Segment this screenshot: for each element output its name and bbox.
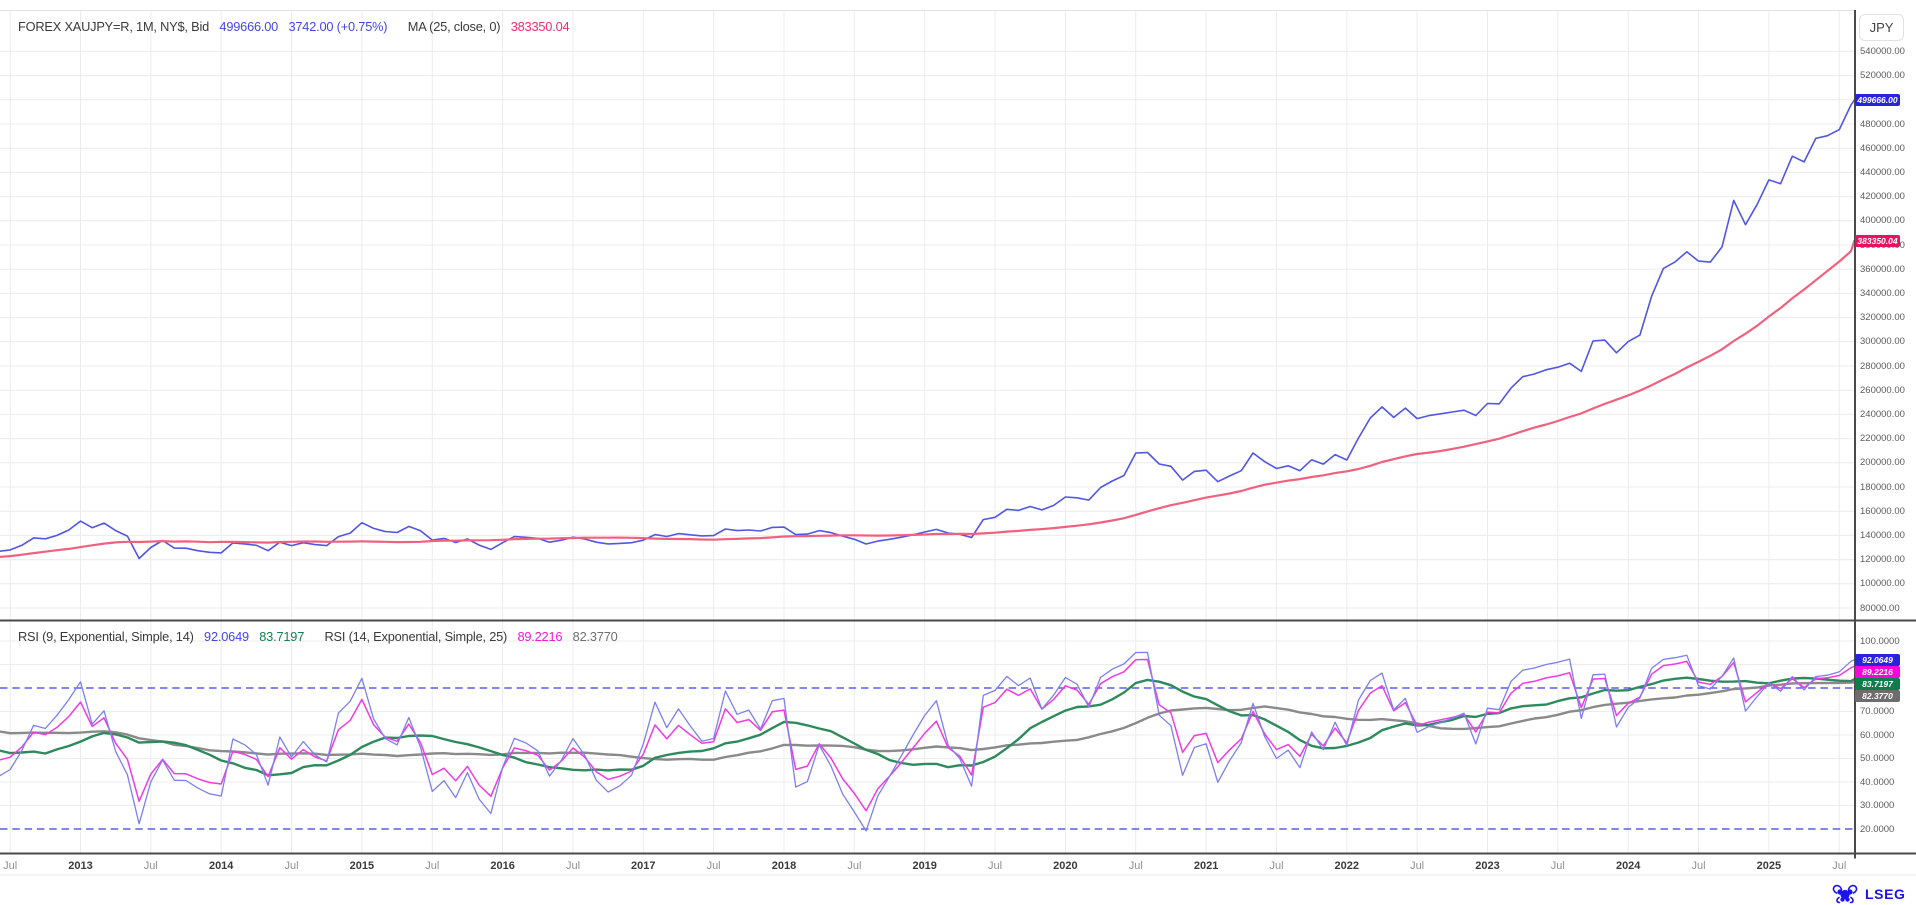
price-tick-label: 120000.00 [1860, 554, 1905, 566]
time-tick-label: 2019 [912, 860, 937, 872]
price-tick-label: 280000.00 [1860, 360, 1905, 372]
time-tick-label: 2018 [771, 860, 797, 872]
rsi2-ma-value: 82.3770 [572, 628, 618, 644]
instrument-title: FOREX XAUJPY=R, 1M, NY$, Bid [18, 18, 210, 34]
lseg-crest-icon [1832, 884, 1858, 904]
axis-value-badge: 383350.04 [1855, 234, 1900, 247]
price-tick-label: 160000.00 [1860, 505, 1905, 517]
lseg-crest-swirl [1836, 896, 1841, 904]
lseg-crest-swirl [1832, 884, 1843, 894]
time-tick-label: Jul [565, 860, 581, 872]
rsi-tick-label: 30.0000 [1860, 800, 1895, 811]
rsi-tick-label: 70.0000 [1860, 706, 1895, 717]
rsi1-ma-value: 83.7197 [259, 628, 305, 644]
lseg-crest-blob [1840, 889, 1850, 900]
rsi14-line[interactable] [0, 658, 1856, 812]
lseg-crest-swirl [1847, 884, 1858, 894]
rsi9-line[interactable] [0, 651, 1855, 832]
ma-indicator-label: MA (25, close, 0) [407, 18, 501, 34]
price-tick-label: 480000.00 [1860, 118, 1905, 130]
time-tick-label: 2024 [1615, 860, 1641, 872]
rsi-tick-label: 20.0000 [1860, 823, 1895, 835]
price-tick-label: 460000.00 [1860, 142, 1905, 154]
time-tick-label: 2013 [68, 860, 93, 872]
price-tick-label: 240000.00 [1860, 408, 1905, 420]
price-tick-label: 440000.00 [1860, 166, 1905, 178]
time-tick-label: 2016 [490, 860, 515, 872]
rsi2-label: RSI (14, Exponential, Simple, 25) [324, 628, 508, 644]
lseg-crest-swirl [1849, 896, 1854, 904]
rsi1-value: 92.0649 [204, 628, 249, 644]
time-tick-label: 2015 [349, 860, 375, 872]
time-tick-label: Jul [1269, 860, 1284, 872]
lseg-crest-blob [1837, 889, 1843, 895]
rsi1-label: RSI (9, Exponential, Simple, 14) [18, 628, 194, 644]
rsi-tick-label: 50.0000 [1860, 753, 1895, 764]
time-tick-label: Jul [987, 860, 1003, 872]
price-axis-line [1854, 10, 1856, 859]
price-tick-label: 540000.00 [1860, 45, 1905, 57]
price-tick-label: 520000.00 [1860, 70, 1905, 82]
axis-value-badge: 89.2216 [1855, 665, 1900, 678]
axis-value-badge: 92.0649 [1855, 653, 1900, 666]
price-tick-label: 80000.00 [1860, 602, 1900, 614]
axis-value-badge: 82.3770 [1855, 689, 1900, 702]
lseg-brand-text: LSEG [1865, 886, 1906, 902]
rsi-tick-label: 100.0000 [1860, 635, 1900, 647]
rsi-tick-label: 40.0000 [1860, 776, 1895, 788]
lseg-crest-blob [1845, 897, 1850, 902]
time-tick-label: Jul [425, 860, 440, 872]
price-tick-label: 200000.00 [1860, 457, 1905, 469]
rsi-legend[interactable]: RSI (9, Exponential, Simple, 14) 92.0649… [18, 629, 625, 644]
lseg-watermark: LSEG [1830, 884, 1906, 904]
price-axis-currency-box: JPY [1859, 14, 1904, 41]
lseg-crest-blob [1840, 897, 1845, 902]
time-tick-label: 2014 [208, 860, 234, 872]
time-tick-label: 2025 [1756, 860, 1782, 872]
price-tick-label: 100000.00 [1860, 578, 1905, 590]
panel-divider [0, 619, 1916, 622]
lseg-crest-strokes [1832, 884, 1858, 904]
time-tick-label: Jul [3, 860, 18, 872]
axis-value-badge: 499666.00 [1855, 94, 1900, 107]
time-tick-label: Jul [143, 860, 158, 872]
axis-value-badge: 83.7197 [1855, 677, 1900, 690]
time-tick-label: 2017 [631, 860, 656, 872]
ma-line[interactable] [0, 239, 1856, 558]
price-tick-label: 260000.00 [1860, 384, 1905, 396]
time-axis-line [0, 852, 1916, 855]
lseg-crest-blob [1847, 889, 1853, 895]
price-tick-label: 340000.00 [1860, 287, 1905, 299]
price-tick-label: 360000.00 [1860, 263, 1905, 275]
price-tick-label: 140000.00 [1860, 529, 1905, 541]
main-chart-legend[interactable]: FOREX XAUJPY=R, 1M, NY$, Bid 499666.00 3… [18, 19, 576, 34]
time-tick-label: Jul [706, 860, 721, 872]
price-tick-label: 180000.00 [1860, 481, 1905, 493]
time-tick-label: 2021 [1193, 860, 1219, 872]
price-change-value: 3742.00 (+0.75%) [288, 18, 388, 34]
price-tick-label: 220000.00 [1860, 433, 1905, 445]
rsi2-value: 89.2216 [517, 628, 563, 644]
time-tick-label: Jul [1691, 860, 1706, 872]
time-tick-label: Jul [1128, 860, 1143, 872]
time-tick-label: Jul [847, 860, 862, 872]
rsi9-ma-line[interactable] [0, 676, 1856, 777]
rsi-tick-label: 60.0000 [1860, 729, 1895, 741]
time-tick-label: 2023 [1475, 860, 1500, 872]
price-tick-label: 400000.00 [1860, 215, 1905, 227]
time-tick-label: Jul [284, 860, 299, 872]
price-tick-label: 420000.00 [1860, 191, 1905, 203]
time-tick-label: 2022 [1334, 860, 1360, 872]
price-tick-label: 320000.00 [1860, 312, 1905, 324]
ma-indicator-value: 383350.04 [510, 18, 570, 34]
last-price-value: 499666.00 [219, 18, 279, 34]
time-tick-label: Jul [1550, 860, 1565, 872]
price-line[interactable] [0, 99, 1856, 560]
time-tick-label: 2020 [1053, 860, 1078, 872]
price-tick-label: 300000.00 [1860, 336, 1905, 348]
time-tick-label: Jul [1832, 860, 1847, 872]
time-tick-label: Jul [1410, 860, 1425, 872]
